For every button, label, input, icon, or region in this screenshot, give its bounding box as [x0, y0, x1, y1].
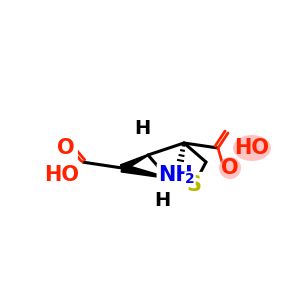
Text: HO: HO — [44, 165, 80, 185]
Ellipse shape — [233, 135, 271, 161]
Text: H: H — [154, 190, 170, 209]
Ellipse shape — [219, 157, 241, 179]
Text: NH: NH — [159, 165, 194, 185]
Text: S: S — [187, 175, 202, 195]
Polygon shape — [121, 164, 168, 178]
Text: H: H — [134, 118, 150, 137]
Text: HO: HO — [235, 138, 269, 158]
Polygon shape — [120, 154, 148, 171]
Text: O: O — [221, 158, 239, 178]
Text: 2: 2 — [185, 172, 195, 186]
Text: O: O — [57, 138, 75, 158]
